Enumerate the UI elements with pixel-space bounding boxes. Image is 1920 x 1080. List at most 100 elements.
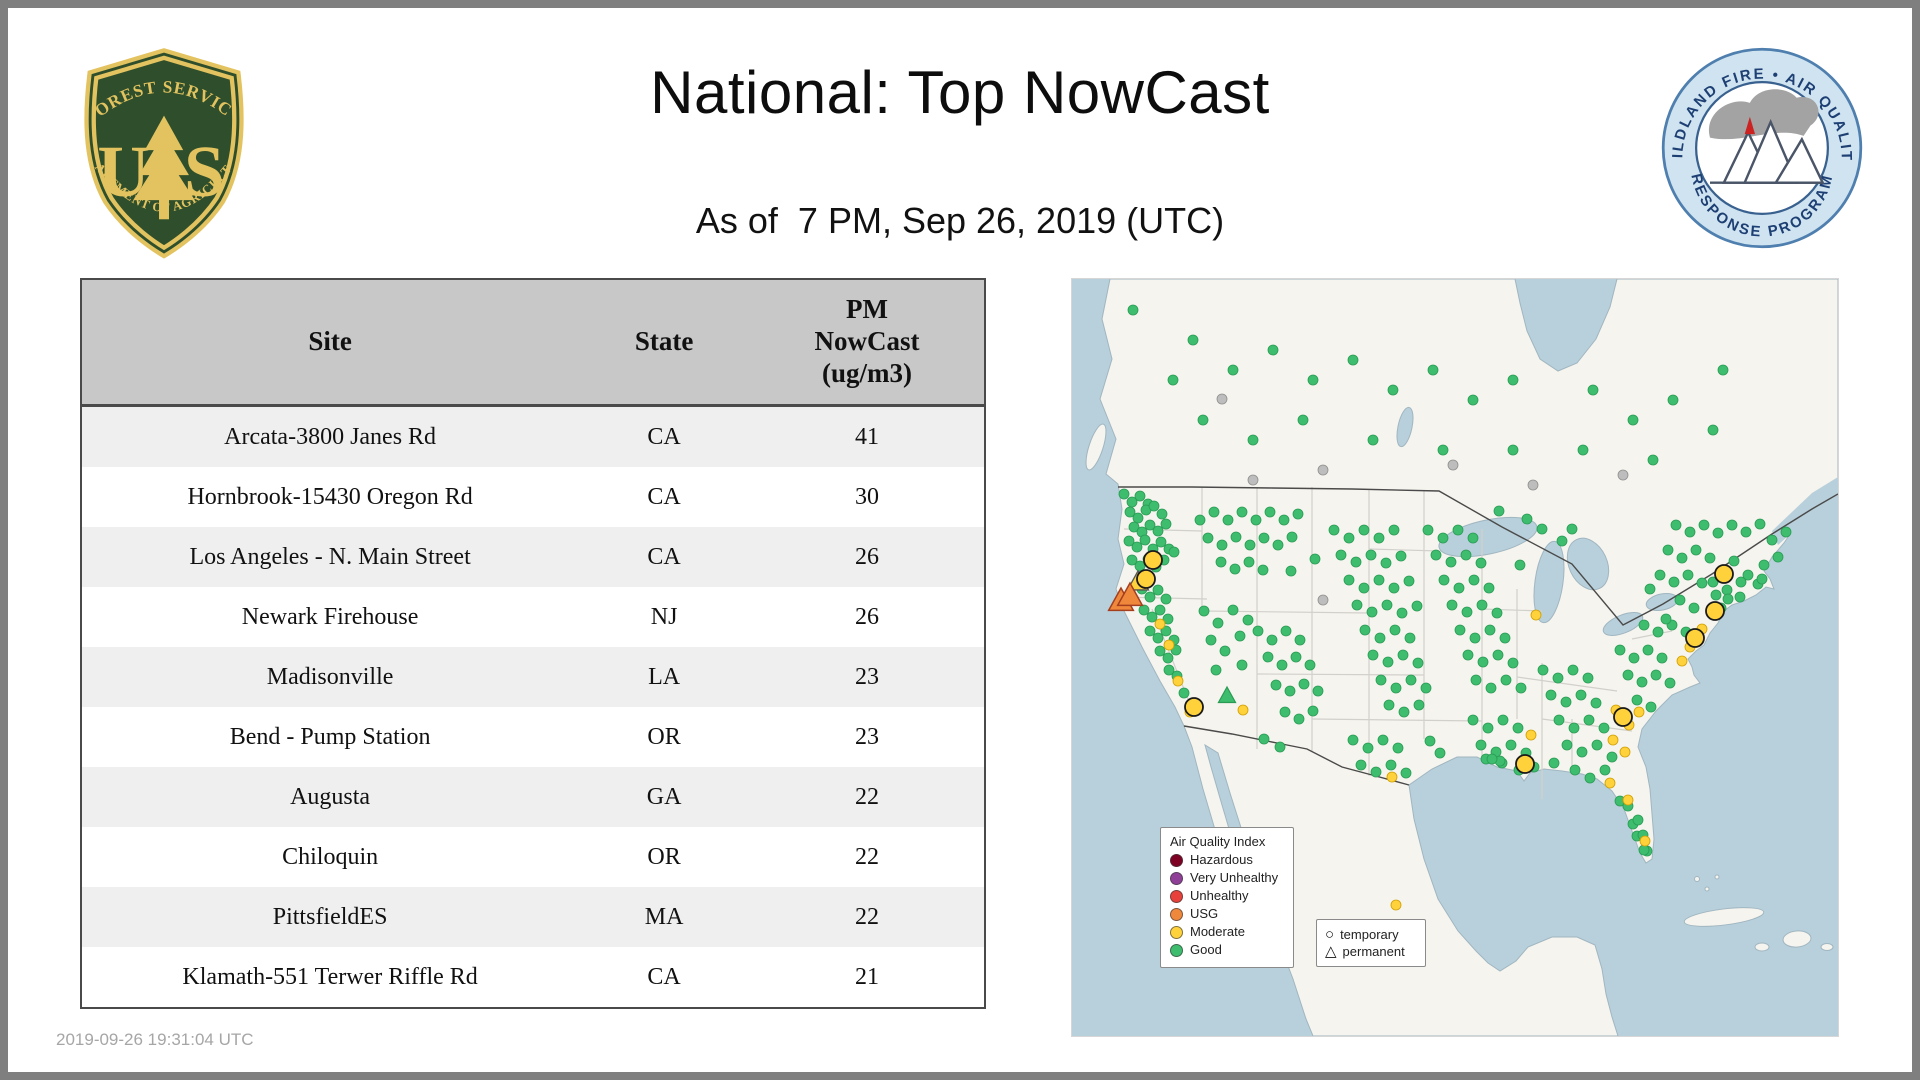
marker-legend-label: temporary bbox=[1340, 927, 1399, 942]
map-marker-good bbox=[1154, 645, 1166, 657]
map-marker-good-permanent bbox=[1217, 685, 1237, 704]
map-marker-good bbox=[1312, 685, 1324, 697]
map-marker-nodata bbox=[1447, 459, 1459, 471]
map-marker-good bbox=[1347, 734, 1359, 746]
map-marker-good bbox=[1575, 689, 1587, 701]
map-marker-nodata bbox=[1527, 479, 1539, 491]
map-marker-good bbox=[1284, 685, 1296, 697]
map-marker-good bbox=[1227, 364, 1239, 376]
map-marker-good bbox=[1307, 374, 1319, 386]
site-cell: Augusta bbox=[81, 767, 579, 827]
map-marker-good bbox=[1688, 602, 1700, 614]
map-marker-good bbox=[1124, 506, 1136, 518]
map-marker-good bbox=[1638, 619, 1650, 631]
map-marker-good bbox=[1475, 557, 1487, 569]
map-marker-good bbox=[1500, 674, 1512, 686]
map-marker-good bbox=[1162, 613, 1174, 625]
value-cell: 22 bbox=[749, 887, 985, 947]
map-marker-good bbox=[1285, 565, 1297, 577]
map-marker-good bbox=[1178, 687, 1190, 699]
map-marker-good bbox=[1274, 741, 1286, 753]
aqi-legend-item: Moderate bbox=[1170, 924, 1284, 940]
value-cell: 30 bbox=[749, 467, 985, 527]
map-marker-good bbox=[1627, 414, 1639, 426]
map-marker-moderate-top bbox=[1515, 754, 1535, 774]
map-marker-good bbox=[1492, 649, 1504, 661]
map-marker-good bbox=[1638, 844, 1650, 856]
map-marker-good bbox=[1392, 742, 1404, 754]
map-marker-good bbox=[1242, 614, 1254, 626]
map-marker-good bbox=[1198, 605, 1210, 617]
map-marker-good bbox=[1205, 634, 1217, 646]
map-marker-good bbox=[1484, 624, 1496, 636]
map-marker-good bbox=[1696, 577, 1708, 589]
map-marker-moderate bbox=[1172, 675, 1184, 687]
map-marker-good bbox=[1358, 582, 1370, 594]
map-marker-good bbox=[1537, 664, 1549, 676]
map-marker-good bbox=[1485, 682, 1497, 694]
map-marker-good bbox=[1690, 544, 1702, 556]
map-marker-good bbox=[1244, 539, 1256, 551]
map-marker-good bbox=[1461, 606, 1473, 618]
nowcast-table-body: Arcata-3800 Janes Rd CA 41 Hornbrook-15430 … bbox=[81, 405, 985, 1008]
map-marker-good bbox=[1335, 549, 1347, 561]
value-cell: 26 bbox=[749, 527, 985, 587]
map-marker-good bbox=[1144, 519, 1156, 531]
map-marker-good bbox=[1515, 682, 1527, 694]
table-row: PittsfieldES MA 22 bbox=[81, 887, 985, 947]
map-marker-moderate bbox=[1607, 734, 1619, 746]
page-subtitle: As of 7 PM, Sep 26, 2019 (UTC) bbox=[695, 200, 1225, 241]
map-marker-good bbox=[1272, 539, 1284, 551]
nowcast-table: Site State PM NowCast (ug/m3) Arcata-380… bbox=[80, 278, 986, 1009]
map-marker-good bbox=[1598, 722, 1610, 734]
map-marker-good bbox=[1667, 394, 1679, 406]
map-marker-good bbox=[1587, 384, 1599, 396]
map-marker-good bbox=[1606, 751, 1618, 763]
map-marker-good bbox=[1123, 535, 1135, 547]
map-marker-good bbox=[1717, 364, 1729, 376]
map-marker-good bbox=[1236, 659, 1248, 671]
map-marker-good bbox=[1584, 772, 1596, 784]
footer-timestamp: 2019-09-26 19:31:04 UTC bbox=[56, 1030, 254, 1049]
map-marker-moderate bbox=[1237, 704, 1249, 716]
map-marker-good bbox=[1370, 766, 1382, 778]
table-row: Augusta GA 22 bbox=[81, 767, 985, 827]
map-marker-good bbox=[1453, 582, 1465, 594]
map-marker-good bbox=[1599, 764, 1611, 776]
map-marker-good bbox=[1385, 759, 1397, 771]
aqi-legend-item: Good bbox=[1170, 942, 1284, 958]
map-marker-good bbox=[1400, 767, 1412, 779]
map-marker-good bbox=[1290, 651, 1302, 663]
map-marker-good bbox=[1276, 659, 1288, 671]
map-marker-good bbox=[1380, 557, 1392, 569]
site-cell: Arcata-3800 Janes Rd bbox=[81, 405, 579, 467]
map-marker-good bbox=[1152, 525, 1164, 537]
pine-tree-icon bbox=[133, 115, 195, 220]
map-marker-good bbox=[1493, 505, 1505, 517]
site-cell: PittsfieldES bbox=[81, 887, 579, 947]
map-marker-good bbox=[1445, 556, 1457, 568]
map-marker-good bbox=[1127, 304, 1139, 316]
map-marker-good bbox=[1396, 607, 1408, 619]
map-marker-good bbox=[1202, 532, 1214, 544]
aqi-legend-label: USG bbox=[1190, 905, 1219, 921]
map-marker-good bbox=[1219, 645, 1231, 657]
map-marker-good bbox=[1766, 534, 1778, 546]
map-marker-good bbox=[1397, 649, 1409, 661]
map-marker-good bbox=[1210, 664, 1222, 676]
map-marker-good bbox=[1247, 434, 1259, 446]
map-marker-good bbox=[1404, 632, 1416, 644]
map-marker-good bbox=[1351, 599, 1363, 611]
map-marker-good bbox=[1486, 753, 1498, 765]
site-cell: Los Angeles - N. Main Street bbox=[81, 527, 579, 587]
map-marker-good bbox=[1698, 519, 1710, 531]
aqi-legend-label: Unhealthy bbox=[1190, 887, 1249, 903]
map-marker-good bbox=[1156, 508, 1168, 520]
map-marker-moderate bbox=[1622, 794, 1634, 806]
map-marker-moderate-top bbox=[1136, 569, 1156, 589]
map-marker-good bbox=[1395, 550, 1407, 562]
map-marker-good bbox=[1477, 656, 1489, 668]
unhealthy-dot-icon bbox=[1170, 889, 1183, 903]
map-marker-good bbox=[1389, 624, 1401, 636]
